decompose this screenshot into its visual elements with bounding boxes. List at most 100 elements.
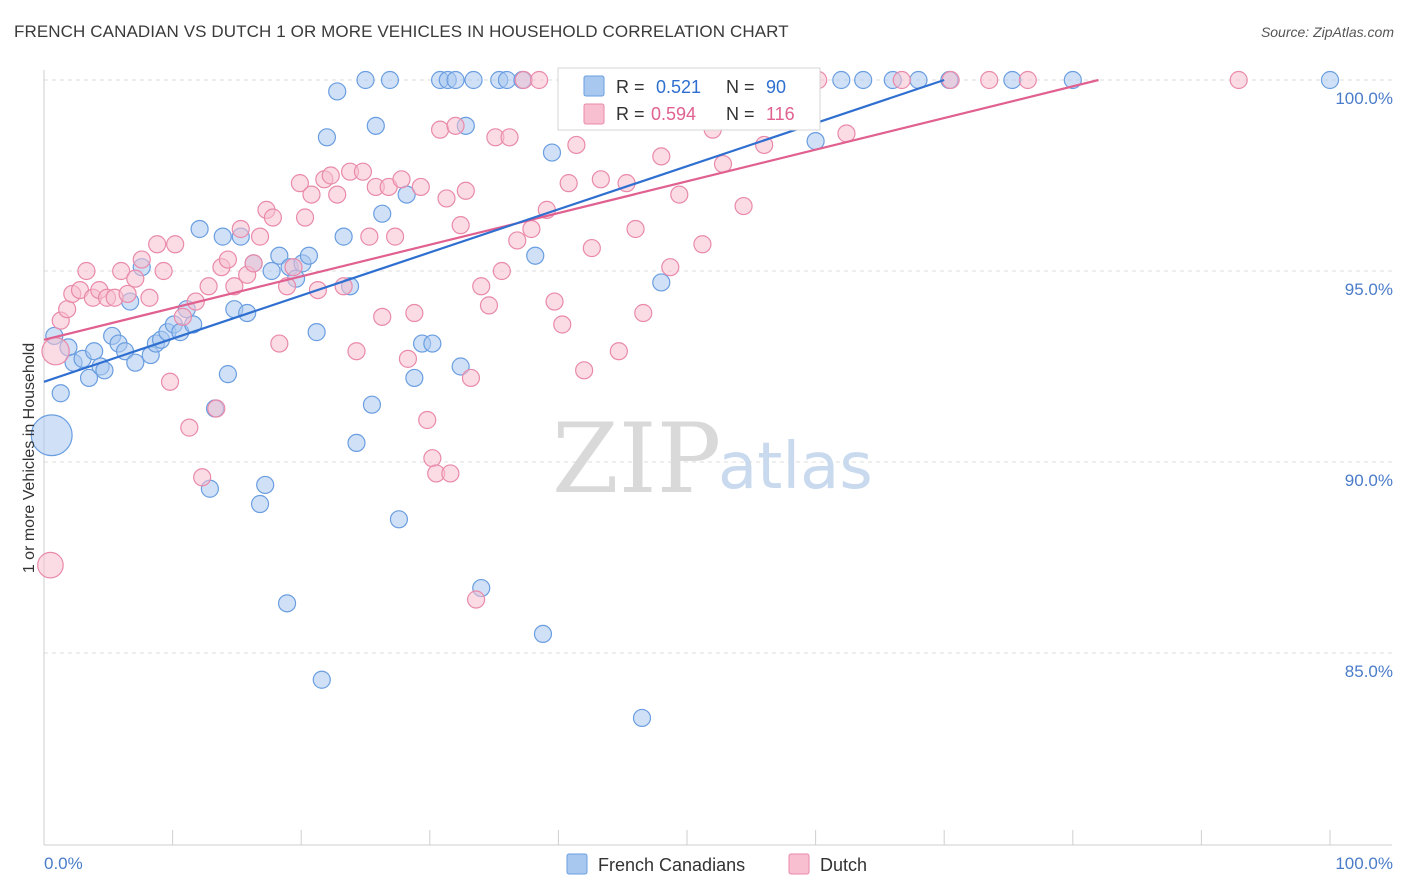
dutch-point-70 [479,296,499,315]
dutch-point-47 [347,342,366,361]
dutch-point-99 [734,196,753,216]
french-canadians-point-89 [1320,70,1340,90]
dutch-point-82 [567,135,586,155]
french-canadians-point-35 [262,261,281,281]
dutch-point-66 [456,181,475,200]
y-tick-label-90: 90.0% [1345,471,1393,490]
french-canadians-point-34 [256,475,275,495]
french-canadians-point-49 [356,70,375,90]
x-tick-label-max: 100.0% [1335,854,1393,873]
x-axis-ticks [43,830,1331,845]
stats-r-label-pink: R = [616,104,645,124]
french-canadians-point-74 [632,708,652,728]
french-canadians-point-27 [213,227,232,246]
dutch-point-53 [385,227,405,246]
x-tick-label-min: 0.0% [44,854,83,873]
dutch-point-63 [441,464,460,483]
dutch-point-40 [302,185,321,204]
dutch-point-68 [466,590,486,609]
dutch-point-79 [545,292,564,311]
french-canadians-point-37 [277,594,297,613]
legend-label-dutch: Dutch [820,855,867,875]
dutch-point-32 [250,227,270,246]
y-tick-label-95: 95.0% [1345,280,1393,299]
french-canadians-point-52 [373,204,392,223]
dutch-point-25 [207,399,226,418]
dutch-point-49 [360,227,379,246]
french-canadians-point-50 [362,395,382,414]
dutch-point-12 [118,284,137,304]
french-canadians-point-42 [307,323,326,342]
y-axis-tick-labels: 85.0% 90.0% 95.0% 100.0% [1335,89,1393,681]
french-canadians-point-6 [79,368,99,388]
dutch-point-65 [451,216,470,235]
stats-n-value-pink: 116 [766,104,795,124]
dutch-point-37 [284,258,303,277]
dutch-point-108 [980,70,999,90]
dutch-point-67 [461,368,481,388]
french-canadians-point-81 [806,132,825,151]
dutch-point-75 [514,70,533,90]
dutch-point-18 [160,372,180,391]
dutch-point-76 [522,219,541,239]
dutch-point-96 [693,235,712,254]
french-canadians-point-14 [126,353,145,372]
source-credit: Source: ZipAtlas.com [1260,24,1394,40]
dutch-point-35 [270,334,289,353]
french-canadians-point-87 [1003,70,1022,90]
dutch-point-28 [225,277,244,296]
y-tick-label-85: 85.0% [1345,662,1393,681]
y-axis-label: 1 or more Vehicles in Household [21,343,38,573]
french-canadians-point-36 [270,246,289,265]
dutch-point-58 [418,410,437,430]
dutch-point-11 [112,261,131,281]
dutch-point-17 [154,261,173,281]
stats-swatch-blue [583,75,605,97]
dutch-point-54 [392,170,411,189]
dutch-point-55 [398,349,418,368]
legend-swatch-french-canadians [566,853,588,875]
french-canadians-point-43 [312,670,331,689]
dutch-points [37,70,1248,609]
stats-r-value-blue: 0.521 [656,77,701,97]
french-canadians-points [30,70,1340,728]
chart-title: FRENCH CANADIAN VS DUTCH 1 OR MORE VEHIC… [14,22,789,41]
dutch-point-3 [58,300,77,319]
dutch-point-14 [132,250,151,269]
stats-n-label-pink: N = [726,104,755,124]
french-canadians-point-24 [190,219,209,239]
dutch-point-44 [328,185,347,204]
dutch-point-24 [199,277,218,296]
french-canadians-point-0 [30,414,73,457]
dutch-point-72 [492,261,511,281]
dutch-point-16 [148,235,167,254]
dutch-point-89 [626,219,645,239]
dutch-point-74 [508,231,527,250]
french-canadians-point-69 [526,246,545,265]
dutch-point-92 [652,147,671,166]
dutch-point-39 [295,208,315,227]
dutch-point-38 [290,174,310,193]
dutch-point-48 [353,162,373,181]
dutch-point-13 [126,269,145,288]
dutch-point-107 [941,70,960,90]
french-canadians-point-67 [497,70,517,90]
dutch-point-80 [553,315,572,334]
dutch-point-6 [77,261,96,281]
dutch-point-59 [423,449,442,468]
french-canadians-point-64 [464,70,483,90]
stats-r-label-blue: R = [616,77,645,97]
french-canadians-point-46 [334,227,353,246]
french-canadians-point-41 [299,246,319,265]
dutch-point-73 [500,128,519,147]
french-canadians-point-62 [451,357,470,376]
dutch-point-34 [263,208,283,227]
axes [43,70,1392,846]
watermark-atlas: atlas [718,430,873,504]
dutch-point-15 [140,288,159,307]
dutch-point-51 [373,307,392,326]
dutch-point-94 [670,185,689,204]
dutch-point-85 [591,170,610,189]
stats-n-value-blue: 90 [766,77,786,97]
stats-r-value-pink: 0.594 [651,104,696,124]
